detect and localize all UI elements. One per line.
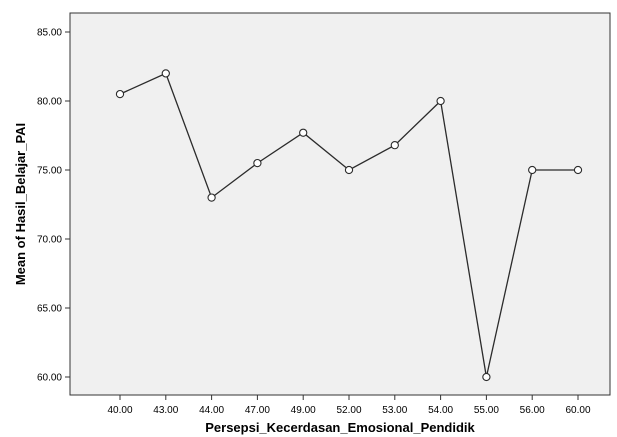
y-tick-label: 80.00	[37, 97, 62, 108]
plot-area	[69, 12, 611, 396]
data-point	[390, 141, 399, 150]
y-axis-title: Mean of Hasil_Belajar_PAI	[13, 123, 28, 285]
x-tick-label: 53.00	[382, 405, 407, 416]
data-point	[299, 128, 308, 137]
x-tick-label: 47.00	[245, 405, 270, 416]
y-tick-label: 60.00	[37, 373, 62, 384]
x-tick-label: 54.00	[428, 405, 453, 416]
x-tick-label: 40.00	[107, 405, 132, 416]
x-axis: 40.00 43.00 44.00 47.00 49.00 52.00 53.00 54.00…	[107, 395, 591, 416]
x-tick-label: 49.00	[291, 405, 316, 416]
data-point	[344, 165, 354, 175]
x-tick-label: 44.00	[199, 405, 224, 416]
data-point	[528, 165, 537, 175]
y-tick-label: 70.00	[37, 235, 62, 246]
x-tick-label: 56.00	[520, 405, 545, 416]
y-tick-label: 85.00	[37, 28, 62, 39]
data-point	[161, 69, 170, 78]
y-axis: 60.00 65.00 70.00 75.00 80.00 85.00	[37, 28, 70, 384]
x-tick-label: 43.00	[153, 405, 178, 416]
data-point	[436, 96, 445, 106]
data-point	[253, 158, 262, 168]
x-tick-label: 52.00	[336, 405, 361, 416]
y-tick-label: 75.00	[37, 166, 62, 177]
data-points	[115, 69, 583, 382]
x-tick-label: 55.00	[474, 405, 499, 416]
x-tick-label: 60.00	[565, 405, 590, 416]
data-point	[115, 89, 125, 99]
x-axis-title: Persepsi_Kecerdasan_Emosional_Pendidik	[205, 420, 475, 435]
y-tick-label: 65.00	[37, 304, 62, 315]
data-point	[207, 193, 216, 202]
data-point	[573, 165, 583, 175]
data-point	[482, 372, 491, 382]
